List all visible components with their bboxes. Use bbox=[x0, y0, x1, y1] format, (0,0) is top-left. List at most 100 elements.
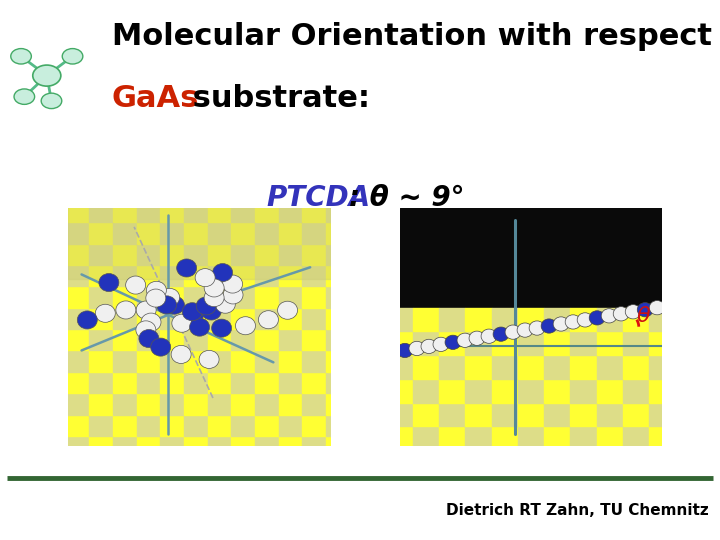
Circle shape bbox=[625, 305, 641, 319]
Bar bbox=[184, 286, 207, 308]
Bar bbox=[161, 265, 184, 286]
Bar bbox=[623, 427, 649, 450]
Bar bbox=[89, 244, 113, 265]
Bar bbox=[89, 393, 113, 415]
Bar bbox=[255, 244, 279, 265]
Bar bbox=[42, 286, 66, 308]
Circle shape bbox=[99, 274, 119, 292]
Bar bbox=[68, 196, 331, 279]
Circle shape bbox=[182, 303, 202, 321]
Bar bbox=[350, 329, 373, 350]
Bar bbox=[42, 201, 66, 222]
Bar bbox=[465, 332, 492, 355]
Bar bbox=[42, 372, 66, 393]
Bar bbox=[89, 308, 113, 329]
Bar bbox=[113, 244, 137, 265]
Bar bbox=[231, 350, 255, 372]
Circle shape bbox=[14, 89, 35, 104]
Bar bbox=[649, 332, 675, 355]
Circle shape bbox=[199, 350, 219, 368]
Bar bbox=[518, 332, 544, 355]
Bar bbox=[161, 393, 184, 415]
Bar bbox=[439, 403, 465, 427]
Bar bbox=[570, 332, 597, 355]
Bar bbox=[675, 427, 702, 450]
Bar bbox=[184, 372, 207, 393]
Circle shape bbox=[457, 333, 473, 347]
Bar bbox=[66, 265, 89, 286]
Bar bbox=[326, 179, 350, 201]
Bar bbox=[207, 158, 231, 179]
Bar bbox=[350, 158, 373, 179]
Bar bbox=[89, 179, 113, 201]
Bar bbox=[326, 244, 350, 265]
Circle shape bbox=[235, 316, 256, 335]
Bar bbox=[279, 329, 302, 350]
Bar bbox=[207, 329, 231, 350]
Bar bbox=[161, 329, 184, 350]
Bar bbox=[400, 208, 662, 346]
Bar bbox=[413, 379, 439, 403]
Circle shape bbox=[409, 341, 425, 355]
Bar bbox=[42, 415, 66, 436]
Bar bbox=[544, 355, 570, 379]
Bar bbox=[350, 244, 373, 265]
Bar bbox=[207, 350, 231, 372]
Circle shape bbox=[212, 319, 232, 337]
Circle shape bbox=[215, 295, 235, 313]
Bar bbox=[387, 427, 413, 450]
Bar bbox=[492, 427, 518, 450]
Bar bbox=[66, 158, 89, 179]
Bar bbox=[66, 244, 89, 265]
Bar bbox=[302, 329, 326, 350]
Bar bbox=[89, 222, 113, 244]
Circle shape bbox=[139, 329, 159, 348]
Bar bbox=[231, 179, 255, 201]
Bar bbox=[113, 393, 137, 415]
Bar bbox=[255, 179, 279, 201]
Bar bbox=[184, 393, 207, 415]
Bar bbox=[113, 179, 137, 201]
Bar bbox=[387, 379, 413, 403]
Bar bbox=[161, 372, 184, 393]
Bar bbox=[465, 403, 492, 427]
Bar bbox=[326, 393, 350, 415]
Bar bbox=[184, 265, 207, 286]
Circle shape bbox=[505, 325, 521, 339]
Bar bbox=[597, 355, 623, 379]
Circle shape bbox=[141, 313, 161, 331]
Circle shape bbox=[517, 323, 533, 337]
Bar bbox=[465, 379, 492, 403]
Bar bbox=[302, 286, 326, 308]
Bar bbox=[544, 427, 570, 450]
Bar bbox=[279, 158, 302, 179]
Bar bbox=[302, 201, 326, 222]
Bar bbox=[326, 372, 350, 393]
Bar bbox=[326, 222, 350, 244]
Circle shape bbox=[397, 343, 413, 357]
Bar bbox=[113, 158, 137, 179]
Bar bbox=[207, 244, 231, 265]
Bar bbox=[350, 201, 373, 222]
Bar bbox=[649, 403, 675, 427]
Bar bbox=[387, 308, 413, 332]
Bar bbox=[42, 158, 66, 179]
Bar bbox=[137, 308, 161, 329]
Bar bbox=[231, 393, 255, 415]
Bar bbox=[231, 201, 255, 222]
Bar bbox=[231, 222, 255, 244]
Bar bbox=[137, 244, 161, 265]
Circle shape bbox=[41, 93, 62, 109]
Bar bbox=[42, 265, 66, 286]
Bar bbox=[302, 308, 326, 329]
Bar bbox=[279, 201, 302, 222]
Circle shape bbox=[33, 65, 60, 86]
Bar bbox=[597, 427, 623, 450]
Bar bbox=[255, 393, 279, 415]
Circle shape bbox=[204, 289, 224, 307]
Bar bbox=[675, 332, 702, 355]
Bar bbox=[326, 308, 350, 329]
Bar bbox=[387, 403, 413, 427]
Bar bbox=[492, 379, 518, 403]
Bar bbox=[161, 244, 184, 265]
